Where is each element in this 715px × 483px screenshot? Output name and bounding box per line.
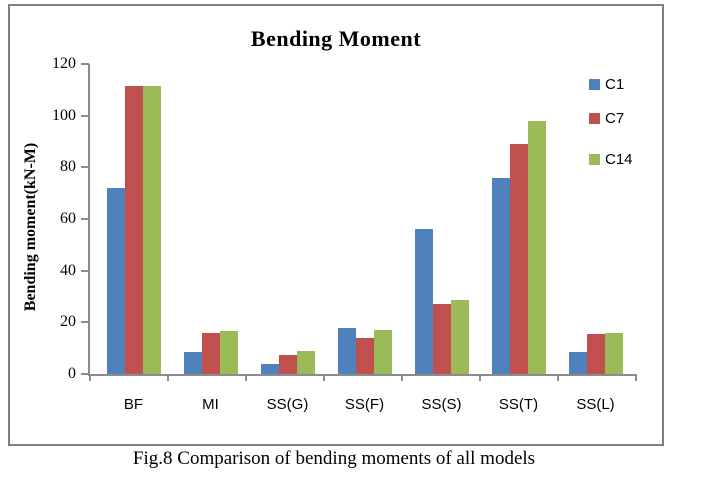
bar-group-BF [107, 85, 161, 374]
bar-C14-BF [143, 85, 161, 374]
plot-area [90, 64, 636, 374]
x-tick-mark [167, 376, 169, 381]
x-axis-label-BF: BF [123, 396, 144, 413]
x-tick-mark [557, 376, 559, 381]
y-tick-mark [81, 218, 89, 220]
bar-C14-SS(T) [528, 120, 546, 374]
x-axis-label-SS(T): SS(T) [498, 396, 539, 413]
x-tick-mark [323, 376, 325, 381]
bar-group-MI [184, 331, 238, 374]
legend-item-C1: C1 [589, 77, 624, 92]
x-axis-line [88, 374, 637, 376]
bar-group-SS(S) [415, 229, 469, 374]
figure-caption: Fig.8 Comparison of bending moments of a… [132, 448, 536, 469]
x-axis-label-SS(L): SS(L) [576, 396, 615, 413]
x-tick-mark [635, 376, 637, 381]
x-axis-label-SS(S): SS(S) [421, 396, 462, 413]
x-tick-mark [479, 376, 481, 381]
bar-C1-SS(F) [338, 327, 356, 374]
bar-C7-BF [125, 85, 143, 374]
bar-C7-SS(G) [279, 354, 297, 374]
y-tick-label: 60 [60, 210, 76, 227]
chart-frame: Bending Moment Bending moment(kN-M) 0 20 4… [8, 4, 664, 446]
bar-C7-MI [202, 332, 220, 374]
bar-C7-SS(T) [510, 144, 528, 374]
bar-group-SS(T) [492, 120, 546, 374]
chart-title: Bending Moment [250, 26, 422, 51]
legend-swatch-C1 [589, 79, 600, 90]
y-tick-label: 80 [60, 158, 76, 176]
bar-C7-SS(L) [587, 333, 605, 374]
bar-group-SS(G) [261, 350, 315, 374]
bar-C14-SS(L) [605, 332, 623, 374]
bar-C14-SS(G) [297, 350, 315, 374]
y-tick-mark [81, 269, 89, 272]
y-tick-mark [81, 114, 89, 117]
x-axis-label-SS(F): SS(F) [344, 396, 385, 413]
x-tick-mark [89, 376, 91, 381]
y-tick-label: 0 [68, 365, 76, 382]
y-tick-mark [81, 166, 89, 169]
bar-C1-SS(G) [261, 363, 279, 374]
bar-C14-SS(F) [374, 330, 392, 374]
y-tick-label: 100 [52, 106, 76, 124]
y-tick-label: 20 [60, 313, 76, 331]
bar-C1-SS(T) [492, 177, 510, 374]
bar-C14-SS(S) [451, 300, 469, 374]
legend-item-C7: C7 [589, 111, 624, 126]
legend-label: C7 [605, 110, 625, 127]
x-axis-label-MI: MI [202, 396, 219, 413]
bar-group-SS(F) [338, 327, 392, 374]
legend-item-C14: C14 [589, 152, 633, 167]
bar-C14-MI [220, 331, 238, 374]
y-tick-mark [81, 373, 89, 375]
legend-swatch-C7 [589, 113, 600, 124]
y-tick-label: 120 [52, 55, 76, 72]
bar-C7-SS(F) [356, 337, 374, 374]
y-tick-label: 40 [60, 261, 76, 279]
bar-C1-SS(S) [415, 229, 433, 374]
x-tick-mark [245, 376, 247, 381]
legend-label: C14 [605, 151, 633, 168]
bar-C1-BF [107, 188, 125, 374]
bar-C7-SS(S) [433, 304, 451, 374]
y-axis-line [88, 64, 90, 376]
x-axis-label-SS(G): SS(G) [266, 396, 309, 413]
legend-swatch-C14 [589, 154, 600, 165]
y-tick-mark [81, 321, 89, 324]
bar-group-SS(L) [569, 332, 623, 374]
bar-C1-MI [184, 352, 202, 374]
y-tick-mark [81, 63, 89, 65]
x-tick-mark [401, 376, 403, 381]
bar-C1-SS(L) [569, 352, 587, 374]
legend-label: C1 [605, 76, 625, 93]
